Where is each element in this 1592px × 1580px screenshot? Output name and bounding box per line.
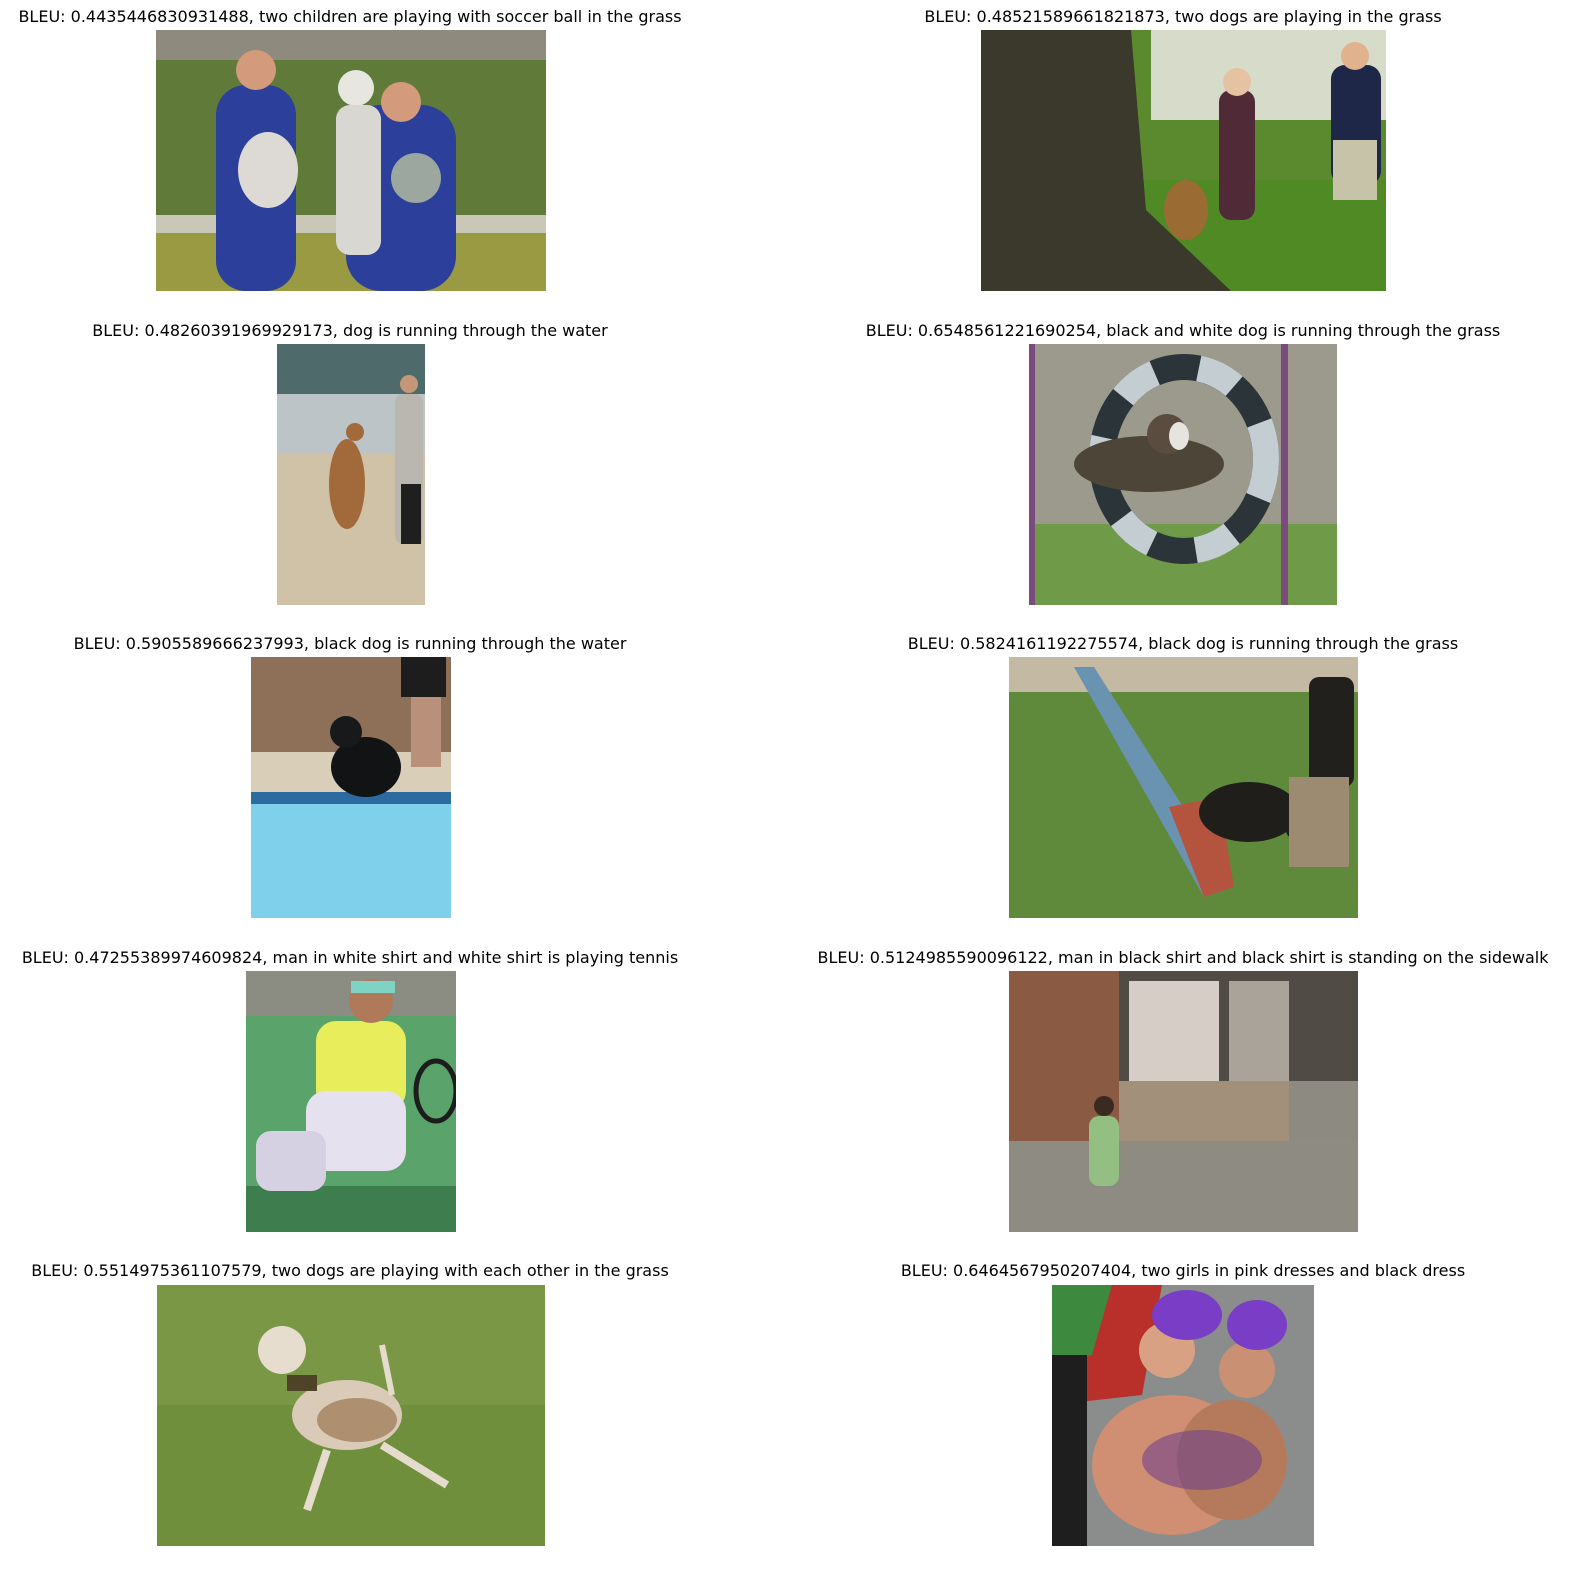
photo-dog-hoop — [1029, 344, 1337, 605]
panel-title: BLEU: 0.5514975361107579, two dogs are p… — [31, 1261, 669, 1280]
panel-title: BLEU: 0.4435446830931488, two children a… — [18, 7, 682, 26]
panel-title: BLEU: 0.5124985590096122, man in black s… — [817, 948, 1549, 967]
panel-title: BLEU: 0.5824161192275574, black dog is r… — [907, 634, 1459, 653]
photo-dog-sand — [277, 344, 425, 605]
panel-title: BLEU: 0.48521589661821873, two dogs are … — [924, 7, 1442, 26]
panel-title: BLEU: 0.47255389974609824, man in white … — [21, 948, 679, 967]
panel-title: BLEU: 0.6548561221690254, black and whit… — [865, 321, 1501, 340]
panel-title: BLEU: 0.5905589666237993, black dog is r… — [73, 634, 627, 653]
panel-title: BLEU: 0.48260391969929173, dog is runnin… — [92, 321, 608, 340]
panel-title: BLEU: 0.6464567950207404, two girls in p… — [900, 1261, 1466, 1280]
photo-tennis-player — [246, 971, 456, 1232]
photo-dog-tree-children — [981, 30, 1386, 291]
photo-men-with-girl — [156, 30, 546, 291]
photo-child-sidewalk — [1009, 971, 1358, 1232]
photo-whippet-grass — [157, 1285, 545, 1546]
photo-carnival-women — [1052, 1285, 1314, 1546]
photo-dog-pool — [251, 657, 451, 918]
photo-dog-agility-ramp — [1009, 657, 1358, 918]
